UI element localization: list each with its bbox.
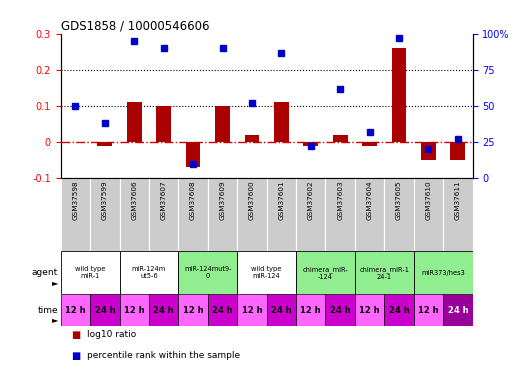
Bar [61, 251, 119, 294]
Bar [325, 178, 355, 251]
Bar [414, 251, 473, 294]
Bar [414, 178, 443, 251]
Bar [215, 106, 230, 142]
Text: 12 h: 12 h [124, 306, 145, 315]
Bar [90, 294, 119, 326]
Bar [443, 294, 473, 326]
Bar [90, 178, 119, 251]
Bar [267, 294, 296, 326]
Text: 12 h: 12 h [418, 306, 439, 315]
Bar [119, 178, 149, 251]
Text: miR-124mut9-
0: miR-124mut9- 0 [184, 266, 232, 279]
Bar [355, 178, 384, 251]
Bar [384, 294, 414, 326]
Bar [355, 294, 384, 326]
Text: GSM37608: GSM37608 [190, 180, 196, 220]
Text: 24 h: 24 h [330, 306, 351, 315]
Bar [61, 294, 90, 326]
Text: agent: agent [32, 268, 58, 278]
Text: 12 h: 12 h [242, 306, 262, 315]
Text: GSM37602: GSM37602 [308, 180, 314, 220]
Text: ►: ► [52, 278, 58, 286]
Bar [421, 142, 436, 160]
Bar [267, 178, 296, 251]
Text: 12 h: 12 h [300, 306, 321, 315]
Bar [414, 294, 443, 326]
Bar [237, 251, 296, 294]
Text: ►: ► [52, 315, 58, 324]
Text: log10 ratio: log10 ratio [87, 330, 136, 339]
Bar [119, 294, 149, 326]
Bar [61, 178, 90, 251]
Text: GSM37599: GSM37599 [102, 180, 108, 220]
Text: wild type
miR-124: wild type miR-124 [251, 266, 282, 279]
Bar [178, 178, 208, 251]
Text: GSM37610: GSM37610 [426, 180, 431, 220]
Text: percentile rank within the sample: percentile rank within the sample [87, 351, 240, 360]
Bar [296, 178, 325, 251]
Text: GSM37600: GSM37600 [249, 180, 255, 220]
Text: miR-124m
ut5-6: miR-124m ut5-6 [132, 266, 166, 279]
Text: GDS1858 / 10000546606: GDS1858 / 10000546606 [61, 20, 209, 33]
Bar [237, 178, 267, 251]
Bar [178, 294, 208, 326]
Text: GSM37601: GSM37601 [278, 180, 285, 220]
Bar [333, 135, 347, 142]
Bar [392, 48, 407, 142]
Bar [355, 251, 414, 294]
Bar [296, 251, 355, 294]
Text: 24 h: 24 h [95, 306, 115, 315]
Text: ■: ■ [71, 330, 81, 340]
Text: chimera_miR-1
24-1: chimera_miR-1 24-1 [360, 266, 409, 280]
Text: GSM37604: GSM37604 [366, 180, 373, 220]
Text: GSM37605: GSM37605 [396, 180, 402, 220]
Bar [98, 142, 112, 146]
Bar [274, 102, 289, 142]
Bar [208, 294, 237, 326]
Bar [186, 142, 201, 167]
Bar [178, 251, 237, 294]
Text: 24 h: 24 h [212, 306, 233, 315]
Text: 24 h: 24 h [448, 306, 468, 315]
Bar [237, 294, 267, 326]
Text: chimera_miR-
-124: chimera_miR- -124 [303, 266, 348, 280]
Text: 24 h: 24 h [271, 306, 291, 315]
Bar [384, 178, 414, 251]
Bar [244, 135, 259, 142]
Text: time: time [37, 306, 58, 315]
Text: 12 h: 12 h [183, 306, 203, 315]
Text: GSM37606: GSM37606 [131, 180, 137, 220]
Text: 12 h: 12 h [359, 306, 380, 315]
Text: GSM37607: GSM37607 [161, 180, 167, 220]
Bar [362, 142, 377, 146]
Text: 12 h: 12 h [65, 306, 86, 315]
Bar [119, 251, 178, 294]
Text: miR373/hes3: miR373/hes3 [421, 270, 465, 276]
Text: GSM37609: GSM37609 [220, 180, 225, 220]
Text: wild type
miR-1: wild type miR-1 [75, 266, 105, 279]
Text: GSM37603: GSM37603 [337, 180, 343, 220]
Bar [450, 142, 465, 160]
Bar [127, 102, 142, 142]
Bar [443, 178, 473, 251]
Text: 24 h: 24 h [153, 306, 174, 315]
Bar [149, 294, 178, 326]
Bar [325, 294, 355, 326]
Bar [296, 294, 325, 326]
Text: ■: ■ [71, 351, 81, 361]
Bar [149, 178, 178, 251]
Text: GSM37598: GSM37598 [72, 180, 79, 220]
Bar [156, 106, 171, 142]
Text: 24 h: 24 h [389, 306, 409, 315]
Text: GSM37611: GSM37611 [455, 180, 461, 220]
Bar [208, 178, 237, 251]
Bar [304, 142, 318, 146]
